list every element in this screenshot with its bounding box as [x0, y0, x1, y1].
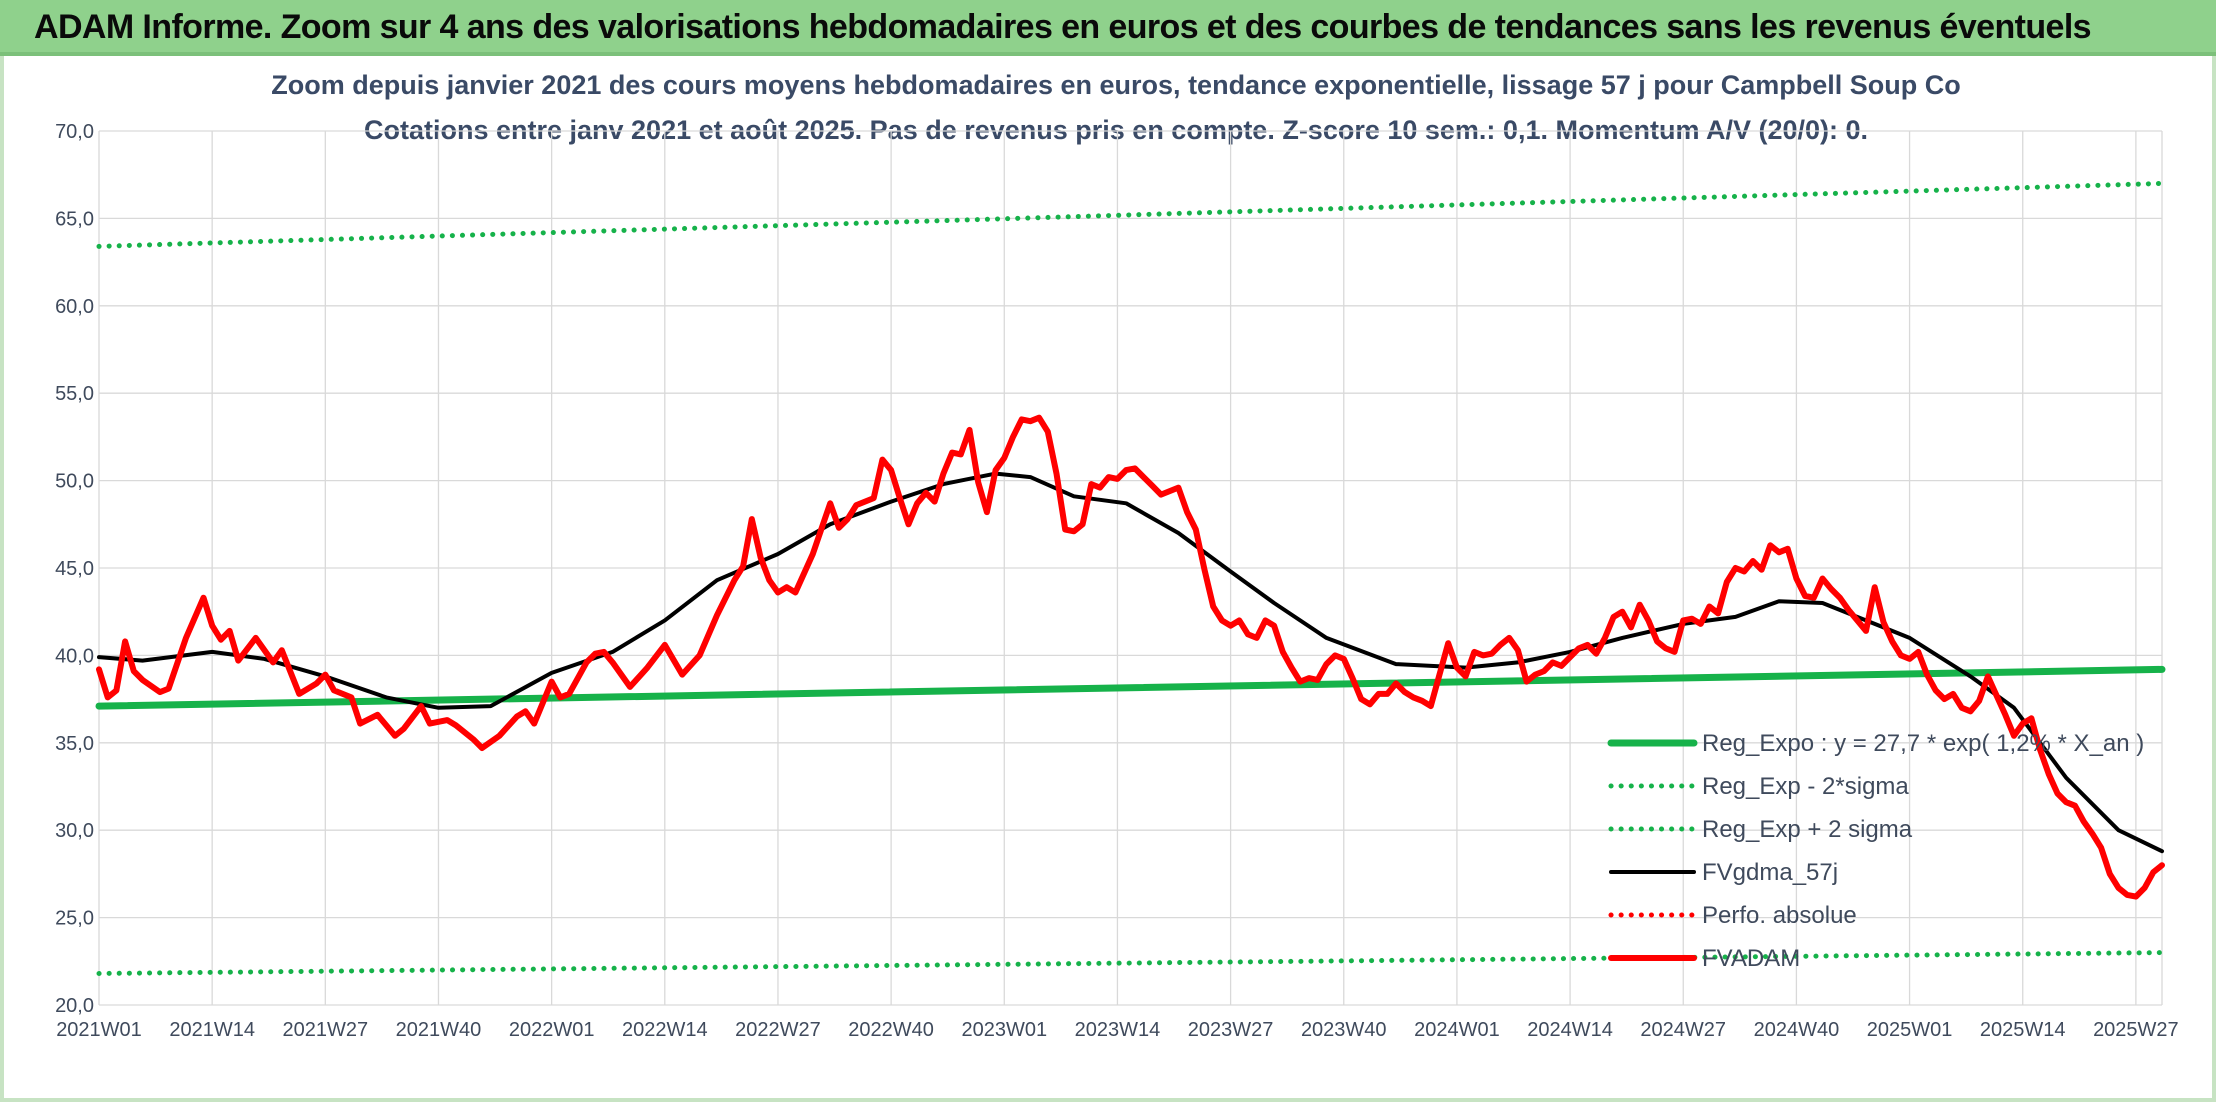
x-tick-label: 2022W27 [735, 1019, 821, 1041]
legend-item-label: FVgdma_57j [1702, 859, 1838, 886]
chart-title: Zoom depuis janvier 2021 des cours moyen… [271, 70, 1961, 100]
x-tick-label: 2021W14 [169, 1019, 255, 1041]
x-tick-label: 2024W01 [1414, 1019, 1500, 1041]
chart-subtitle: Cotations entre janv 2021 et août 2025. … [364, 115, 1868, 145]
y-tick-label: 65,0 [55, 208, 94, 230]
y-tick-label: 35,0 [55, 733, 94, 755]
y-tick-label: 40,0 [55, 645, 94, 667]
y-tick-label: 45,0 [55, 558, 94, 580]
x-tick-label: 2024W40 [1754, 1019, 1840, 1041]
series-reg-exp-plus-2sigma-line [96, 180, 2165, 249]
legend-item-label: Reg_Exp + 2 sigma [1702, 816, 1913, 843]
x-tick-label: 2024W14 [1527, 1019, 1613, 1041]
x-tick-label: 2025W01 [1867, 1019, 1953, 1041]
series-reg-expo-line [95, 665, 2166, 710]
x-tick-label: 2023W01 [961, 1019, 1047, 1041]
x-tick-label: 2023W27 [1188, 1019, 1274, 1041]
y-tick-label: 60,0 [55, 296, 94, 318]
y-tick-label: 20,0 [55, 995, 94, 1017]
x-tick-label: 2023W40 [1301, 1019, 1387, 1041]
legend-item-label: FVADAM [1702, 945, 1800, 972]
line-chart: Zoom depuis janvier 2021 des cours moyen… [55, 70, 2179, 1041]
y-tick-label: 55,0 [55, 383, 94, 405]
y-tick-label: 50,0 [55, 471, 94, 493]
chart-frame: Zoom depuis janvier 2021 des cours moyen… [0, 56, 2216, 1102]
x-tick-label: 2022W14 [622, 1019, 708, 1041]
legend-item-label: Perfo. absolue [1702, 902, 1857, 929]
x-tick-label: 2021W40 [396, 1019, 482, 1041]
x-tick-label: 2025W14 [1980, 1019, 2066, 1041]
series-reg-exp-minus-2sigma-line [96, 950, 2165, 976]
x-tick-label: 2021W01 [56, 1019, 142, 1041]
x-tick-label: 2022W01 [509, 1019, 595, 1041]
page-title: ADAM Informe. Zoom sur 4 ans des valoris… [34, 8, 2092, 46]
x-tick-label: 2022W40 [848, 1019, 934, 1041]
y-tick-label: 30,0 [55, 820, 94, 842]
x-tick-label: 2021W27 [283, 1019, 369, 1041]
header-bar: ADAM Informe. Zoom sur 4 ans des valoris… [0, 0, 2216, 56]
series-fvadam-line [96, 414, 2165, 900]
y-tick-label: 25,0 [55, 908, 94, 930]
legend-item-label: Reg_Expo : y = 27,7 * exp( 1,2% * X_an ) [1702, 730, 2144, 757]
y-tick-label: 70,0 [55, 121, 94, 143]
x-tick-label: 2025W27 [2093, 1019, 2179, 1041]
x-tick-label: 2024W27 [1640, 1019, 1726, 1041]
x-tick-label: 2023W14 [1075, 1019, 1161, 1041]
legend-item-label: Reg_Exp - 2*sigma [1702, 773, 1909, 800]
